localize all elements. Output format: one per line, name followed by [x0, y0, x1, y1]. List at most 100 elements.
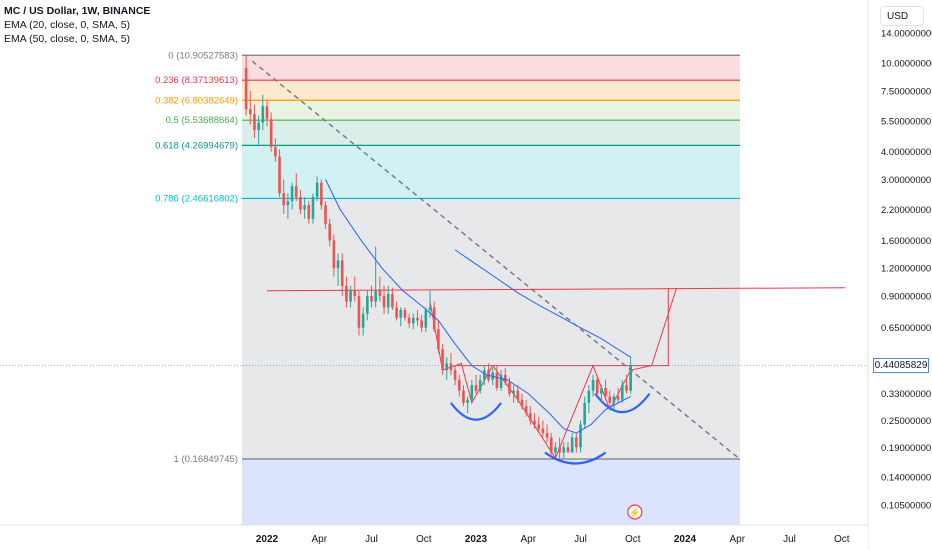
candle-body-56 [478, 379, 482, 391]
x-tick-8: 2024 [674, 534, 697, 545]
candle-body-54 [470, 385, 474, 400]
candle-body-30 [370, 296, 373, 302]
ema20-line [325, 179, 631, 434]
candle-body-4 [261, 106, 265, 123]
candle-body-73 [549, 437, 553, 453]
candle-body-61 [499, 374, 503, 388]
candle-body-79 [575, 437, 578, 448]
y-tick-6: 2.20000000 [881, 205, 931, 216]
trend-line [251, 60, 741, 460]
candle-body-5 [265, 106, 269, 120]
fib-label-4: 0.618 (4.26994679) [155, 140, 238, 151]
x-tick-3: Oct [416, 534, 432, 545]
candle-body-24 [345, 285, 348, 302]
legend-ema50: EMA (50, close, 0, SMA, 5) [4, 33, 131, 45]
candle-body-82 [587, 390, 591, 403]
candle-body-8 [278, 156, 281, 194]
legend-title: MC / US Dollar, 1W, BINANCE [4, 5, 151, 17]
current-price-label: 0.44085829 [873, 358, 929, 373]
candle-body-83 [591, 379, 595, 391]
x-tick-0: 2022 [256, 534, 279, 545]
fib-label-5: 0.786 (2.46616802) [155, 193, 238, 204]
candle-body-7 [274, 146, 277, 157]
candle-body-41 [416, 317, 419, 321]
event-icon [627, 504, 643, 520]
candle-body-20 [328, 223, 331, 241]
candle-body-48 [445, 363, 449, 371]
candle-body-38 [403, 309, 407, 318]
candle-body-14 [303, 205, 306, 210]
y-tick-3: 5.50000000 [881, 116, 931, 127]
cup-left [450, 402, 502, 421]
x-tick-9: Apr [729, 534, 745, 545]
candle-body-69 [533, 420, 536, 425]
legend: MC / US Dollar, 1W, BINANCE EMA (20, clo… [4, 4, 150, 46]
y-tick-2: 7.50000000 [881, 86, 931, 97]
fib-label-3: 0.5 (5.53688664) [166, 115, 238, 126]
candle-body-76 [562, 447, 566, 453]
candle-body-60 [495, 372, 499, 388]
x-tick-5: Apr [520, 534, 536, 545]
candle-body-43 [424, 309, 428, 328]
x-tick-10: Jul [783, 534, 796, 545]
x-tick-6: Jul [574, 534, 587, 545]
y-tick-7: 1.60000000 [881, 236, 931, 247]
candle-body-49 [449, 363, 453, 371]
candle-body-75 [558, 447, 561, 453]
candle-body-64 [512, 390, 515, 394]
candle-body-86 [604, 387, 607, 397]
candle-body-62 [503, 374, 507, 383]
legend-ema20: EMA (20, close, 0, SMA, 5) [4, 19, 131, 31]
candle-body-12 [294, 186, 298, 198]
candle-body-72 [545, 433, 549, 438]
candle-body-23 [340, 260, 344, 286]
y-tick-4: 4.00000000 [881, 147, 931, 158]
y-tick-1: 10.00000000 [881, 59, 932, 70]
candle-body-13 [299, 197, 302, 210]
y-tick-16: 0.10500000 [881, 501, 931, 512]
candle-body-70 [537, 424, 540, 429]
resistance-line [266, 287, 846, 292]
candle-body-31 [374, 290, 377, 302]
price-axis [868, 0, 932, 550]
fib-zones [242, 30, 740, 525]
fib-zone-6 [242, 458, 740, 525]
candle-body-91 [625, 385, 628, 391]
fib-zone-1 [242, 80, 740, 101]
candle-body-78 [570, 437, 574, 453]
candle-body-21 [332, 240, 336, 269]
candle-body-28 [361, 313, 365, 328]
candle-body-66 [520, 399, 524, 407]
candle-body-42 [420, 320, 423, 328]
candle-body-36 [395, 307, 398, 318]
candle-body-46 [437, 329, 440, 350]
y-tick-13: 0.25000000 [881, 416, 931, 427]
candle-body-39 [407, 317, 411, 324]
candle-body-63 [508, 382, 511, 394]
candle-body-47 [441, 349, 444, 371]
candle-body-6 [269, 119, 273, 147]
fib-label-2: 0.382 (6.80382649) [155, 95, 238, 106]
candle-body-34 [386, 293, 390, 308]
pattern-zigzag [429, 287, 678, 460]
currency-selector[interactable]: USD [880, 6, 924, 26]
candle-body-68 [529, 413, 532, 421]
y-tick-9: 0.90000000 [881, 292, 931, 303]
fib-zone-2 [242, 100, 740, 121]
fib-label-6: 1 (0.16849745) [174, 454, 238, 465]
y-tick-8: 1.20000000 [881, 264, 931, 275]
candle-body-85 [600, 387, 603, 394]
fib-zone-3 [242, 120, 740, 146]
cup-right [594, 392, 651, 414]
candle-body-90 [621, 385, 624, 400]
candle-body-87 [608, 396, 612, 403]
candle-body-84 [595, 379, 599, 394]
candle-body-35 [391, 293, 394, 308]
candle-body-16 [311, 197, 315, 219]
x-tick-2: Jul [365, 534, 378, 545]
candle-body-74 [554, 447, 557, 453]
candle-body-55 [474, 385, 478, 391]
candle-body-26 [353, 290, 357, 296]
